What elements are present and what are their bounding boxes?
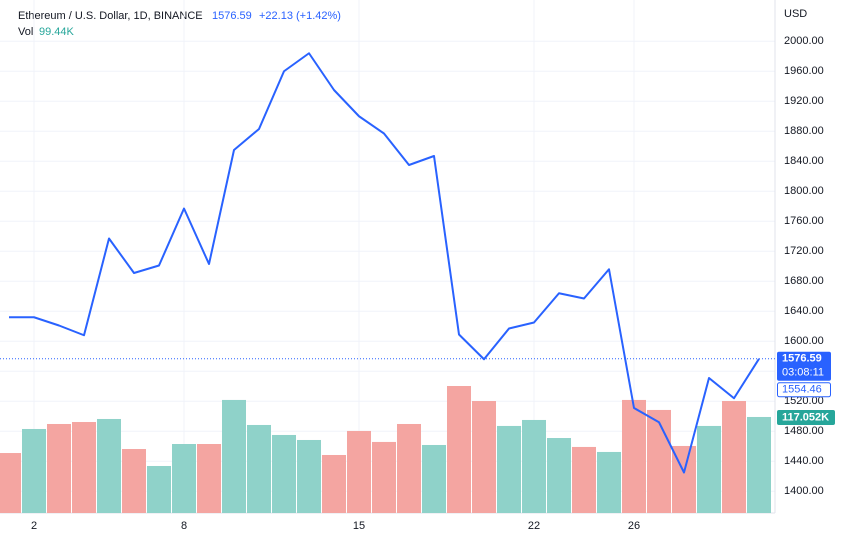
- background-layer: [0, 0, 775, 513]
- price-tag-value: 1576.59: [782, 353, 822, 365]
- volume-bar: [72, 422, 96, 513]
- y-tick-label: 1640.00: [784, 305, 824, 317]
- prev-close-value: 1554.46: [782, 384, 822, 396]
- volume-bar: [447, 386, 471, 513]
- y-tick-label: 1760.00: [784, 215, 824, 227]
- volume-bar: [647, 409, 671, 513]
- volume-bar: [297, 439, 321, 513]
- x-tick-label: 15: [353, 520, 365, 532]
- volume-bar: [722, 401, 746, 513]
- y-tick-label: 2000.00: [784, 35, 824, 47]
- volume-bar: [597, 451, 621, 513]
- volume-bar: [422, 444, 446, 513]
- y-tick-label: 1400.00: [784, 485, 824, 497]
- header-price: 1576.59: [212, 10, 252, 22]
- chart-title: Ethereum / U.S. Dollar, 1D, BINANCE: [18, 10, 203, 22]
- volume-bar: [472, 401, 496, 513]
- volume-bar: [272, 434, 296, 513]
- y-tick-label: 1920.00: [784, 95, 824, 107]
- volume-label: Vol: [18, 26, 33, 38]
- volume-bar: [697, 425, 721, 513]
- volume-bar: [347, 430, 371, 513]
- volume-bar: [147, 465, 171, 513]
- volume-tag: [777, 409, 835, 425]
- y-tick-label: 1480.00: [784, 425, 824, 437]
- x-tick-label: 22: [528, 520, 540, 532]
- volume-bar: [322, 454, 346, 513]
- volume-bar: [497, 425, 521, 513]
- volume-bar: [47, 423, 71, 513]
- y-tick-label: 1880.00: [784, 125, 824, 137]
- volume-bar: [547, 438, 571, 513]
- volume-bar: [397, 423, 421, 513]
- x-tick-label: 2: [31, 520, 37, 532]
- y-tick-label: 1800.00: [784, 185, 824, 197]
- volume-bar: [0, 453, 21, 513]
- price-tag: [777, 351, 831, 381]
- price-line: [9, 52, 760, 474]
- y-tick-label: 1840.00: [784, 155, 824, 167]
- volume-bar: [247, 424, 271, 513]
- volume-tag-value: 117.052K: [782, 411, 829, 423]
- header-change: +22.13 (+1.42%): [259, 10, 341, 22]
- volume-bar: [22, 428, 46, 513]
- x-tick-label: 26: [628, 520, 640, 532]
- volume-bar: [372, 441, 396, 513]
- volume-bar: [197, 444, 221, 513]
- volume-bar: [172, 444, 196, 513]
- countdown: 03:08:11: [782, 367, 824, 379]
- volume-bar: [122, 449, 146, 513]
- volume-value: 99.44K: [39, 26, 75, 38]
- x-tick-label: 8: [181, 520, 187, 532]
- volume-bar: [97, 418, 121, 513]
- y-tick-label: 1720.00: [784, 245, 824, 257]
- volume-bar: [747, 416, 771, 513]
- y-tick-label: 1680.00: [784, 275, 824, 287]
- volume-bar: [522, 419, 546, 513]
- volume-bar: [222, 399, 246, 513]
- y-axis-label: USD: [784, 8, 807, 20]
- y-tick-label: 1520.00: [784, 395, 824, 407]
- volume-bar: [622, 399, 646, 513]
- y-tick-label: 1960.00: [784, 65, 824, 77]
- prev-close-tag: [777, 382, 831, 398]
- volume-bar: [572, 446, 596, 513]
- y-tick-label: 1440.00: [784, 455, 824, 467]
- y-tick-label: 1600.00: [784, 335, 824, 347]
